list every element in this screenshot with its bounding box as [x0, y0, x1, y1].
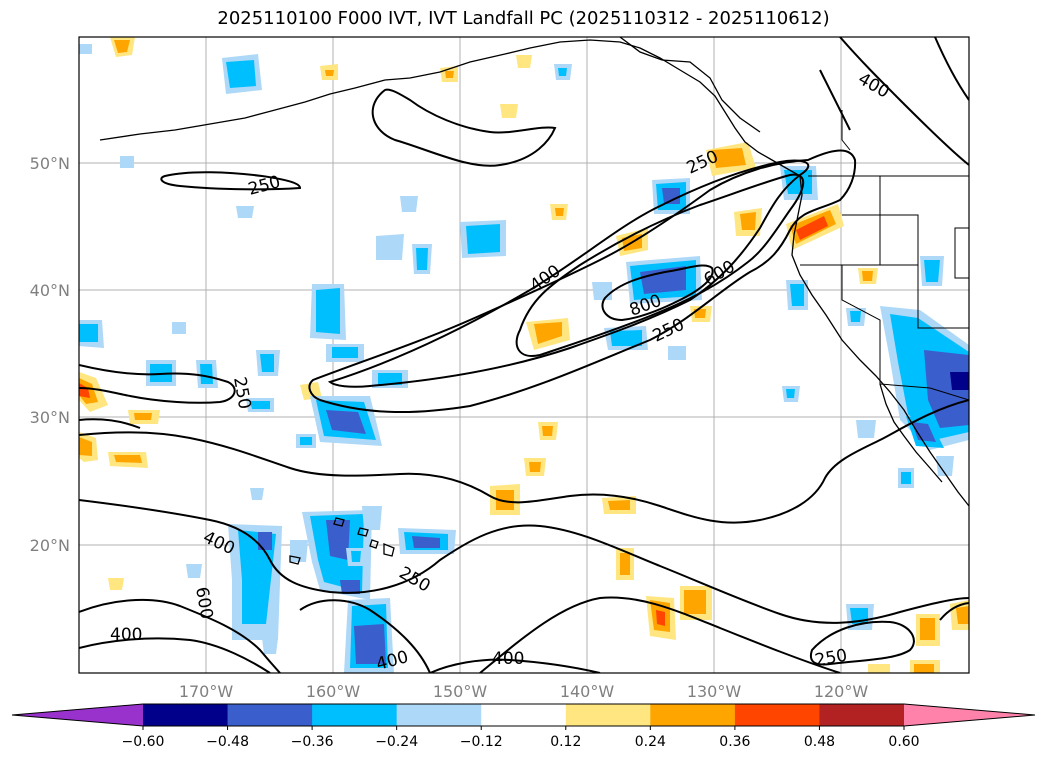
lat-label-50n: 50°N	[30, 154, 70, 173]
plot-area: 250 250 250 250 250 250 400 400 400 400 …	[79, 37, 969, 673]
lon-label-130w: 130°W	[687, 682, 742, 701]
gridlines	[79, 37, 969, 673]
colorbar-segment	[734, 704, 820, 726]
borders	[800, 110, 969, 401]
contour-label: 400	[110, 625, 142, 645]
colorbar-tick-label: 0.48	[804, 734, 835, 750]
contour-label: 250	[396, 563, 434, 597]
contour-label: 600	[191, 585, 216, 620]
colorbar-segment	[227, 704, 313, 726]
plot-frame	[78, 36, 970, 674]
lon-label-160w: 160°W	[306, 682, 361, 701]
negative-pc-blobs	[79, 44, 969, 673]
colorbar-segment	[650, 704, 736, 726]
ivt-contours	[79, 37, 969, 673]
contour-label: 250	[246, 172, 283, 200]
colorbar-tick-label: −0.24	[375, 734, 418, 750]
lon-label-150w: 150°W	[433, 682, 488, 701]
colorbar-segment	[819, 704, 905, 726]
contour-labels: 250 250 250 250 250 250 400 400 400 400 …	[110, 69, 893, 673]
colorbar-segment	[565, 704, 651, 726]
lon-label-120w: 120°W	[814, 682, 869, 701]
contour-label: 400	[855, 69, 893, 103]
colorbar-tick-label: −0.60	[122, 734, 165, 750]
colorbar-tick-label: 0.36	[719, 734, 750, 750]
colorbar-tick-label: 0.60	[888, 734, 919, 750]
lon-label-140w: 140°W	[560, 682, 615, 701]
lon-label-170w: 170°W	[179, 682, 234, 701]
colorbar-tick-label: −0.12	[460, 734, 503, 750]
lat-label-40n: 40°N	[30, 281, 70, 300]
positive-pc-blobs	[79, 37, 969, 673]
lon-axis-labels: 170°W 160°W 150°W 140°W 130°W 120°W	[179, 682, 869, 701]
map-title: 2025110100 F000 IVT, IVT Landfall PC (20…	[217, 8, 830, 29]
colorbar-tick-label: −0.48	[206, 734, 249, 750]
contour-label: 250	[229, 375, 254, 410]
colorbar-segment	[396, 704, 482, 726]
colorbar-tick-label: 0.12	[550, 734, 581, 750]
contour-label: 250	[813, 646, 848, 671]
lat-axis-labels: 50°N 40°N 30°N 20°N	[30, 154, 70, 555]
colorbar-tick-label: 0.24	[635, 734, 666, 750]
lat-label-30n: 30°N	[30, 408, 70, 427]
colorbar: −0.60 −0.48 −0.36 −0.24 −0.12 0.12 0.24 0.36 0.4…	[11, 703, 1036, 750]
colorbar-segment	[312, 704, 398, 726]
contour-label-400-lower: 400	[492, 649, 524, 669]
lat-label-20n: 20°N	[30, 536, 70, 555]
colorbar-extend-low	[12, 704, 143, 726]
colorbar-segment	[481, 704, 567, 726]
colorbar-extend-high	[904, 704, 1035, 726]
contour-label: 250	[650, 315, 688, 347]
pc-shading	[79, 37, 969, 673]
colorbar-segment	[143, 704, 229, 726]
coastlines	[99, 37, 969, 565]
colorbar-tick-label: −0.36	[291, 734, 334, 750]
